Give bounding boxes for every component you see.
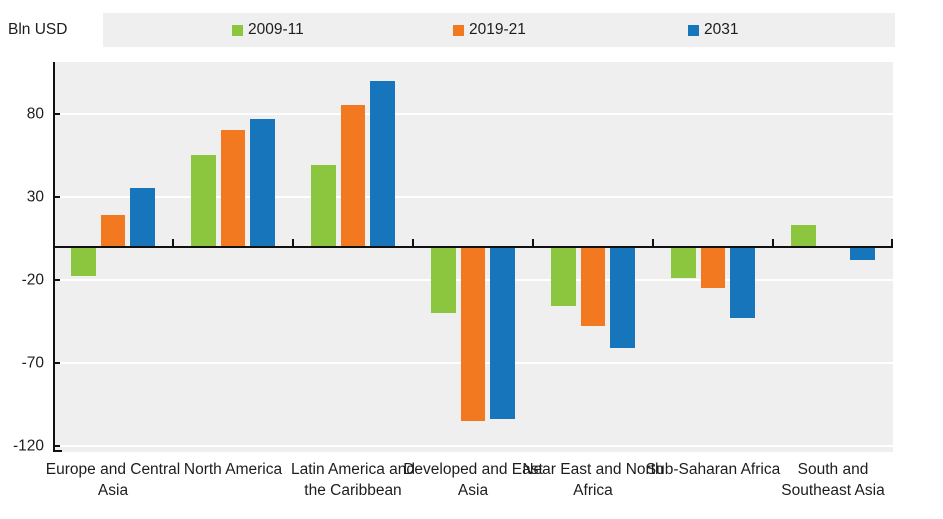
y-axis-tick-80: [55, 112, 60, 115]
y-axis-tick-label: -120: [12, 436, 44, 454]
category-boundary-tick: [172, 238, 174, 246]
bar-2009-11-4: [551, 246, 576, 307]
y-axis-tick-label: 80: [26, 105, 44, 123]
bar-2019-21-1: [220, 130, 246, 247]
category-boundary-tick: [891, 238, 893, 246]
x-axis-category-label: Europe and Central Asia: [45, 461, 181, 499]
bar-2019-21-0: [100, 214, 126, 247]
y-axis-tick-label: -70: [21, 353, 44, 371]
x-axis-category-label: Near East and North Africa: [522, 461, 664, 499]
legend-swatch-2019-21: [453, 24, 464, 36]
bar-2031-6: [850, 246, 875, 260]
gridline-30: [53, 195, 893, 198]
x-axis-category-label: South and Southeast Asia: [781, 461, 885, 499]
legend-swatch-2031: [688, 24, 699, 36]
y-axis-tick-30: [55, 195, 60, 198]
bar-2009-11-5: [671, 246, 696, 279]
bar-2009-11-1: [191, 155, 216, 247]
bar-2031-5: [730, 246, 755, 318]
bar-2019-21-5: [700, 246, 726, 288]
legend-label: 2009-11: [248, 21, 304, 38]
plot-area: [53, 62, 893, 452]
legend-item-2019-21: 2019-21: [453, 13, 526, 47]
legend-swatch-2009-11: [232, 24, 243, 36]
y-axis-bottom-tick: [55, 450, 62, 452]
bar-2009-11-0: [71, 246, 96, 277]
category-boundary-tick: [292, 238, 294, 246]
bar-2031-1: [250, 118, 275, 247]
bar-2009-11-2: [311, 165, 336, 247]
legend-label: 2019-21: [469, 21, 526, 38]
bar-2019-21-2: [340, 105, 366, 247]
x-axis-category-label: North America: [183, 461, 283, 478]
bar-2031-0: [130, 188, 155, 247]
bar-2019-21-3: [460, 246, 486, 421]
bar-2009-11-3: [431, 246, 456, 313]
y-axis-tick-label: 30: [26, 187, 44, 205]
x-axis-category-label: Developed and East Asia: [403, 461, 543, 499]
category-boundary-tick: [412, 238, 414, 246]
bar-2009-11-6: [791, 224, 816, 247]
legend-item-2031: 2031: [688, 13, 738, 47]
x-axis-category-label: Latin America and the Caribbean: [290, 461, 416, 499]
legend-item-2009-11: 2009-11: [232, 13, 304, 47]
bar-2031-2: [370, 80, 395, 247]
y-axis-tick-label: -20: [21, 270, 44, 288]
bar-2031-4: [610, 246, 635, 348]
legend-label: 2031: [704, 21, 739, 38]
legend: 2009-11 2019-21 2031: [103, 13, 895, 47]
category-boundary-tick: [772, 238, 774, 246]
y-axis-tick--120: [55, 444, 60, 447]
y-axis-line: [53, 62, 55, 452]
bar-2019-21-4: [580, 246, 606, 327]
y-axis-tick--70: [55, 361, 60, 364]
category-boundary-tick: [532, 238, 534, 246]
gridline--120: [53, 444, 893, 447]
zero-baseline: [53, 245, 893, 248]
gridline-80: [53, 112, 893, 115]
bar-2031-3: [490, 246, 515, 420]
x-axis-category-label: Sub-Saharan Africa: [645, 461, 781, 478]
y-axis-tick--20: [55, 278, 60, 281]
y-axis-unit-label: Bln USD: [8, 21, 68, 38]
category-boundary-tick: [652, 238, 654, 246]
